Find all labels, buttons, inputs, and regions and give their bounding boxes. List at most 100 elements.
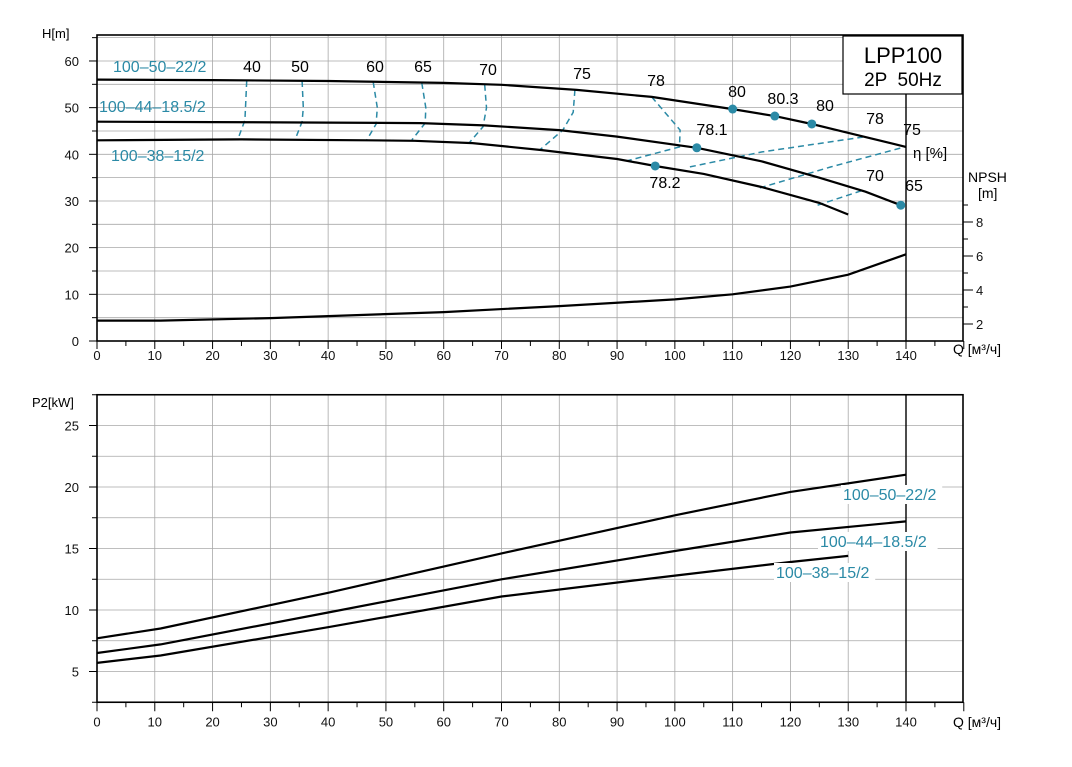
npsh-tick-label: 2	[976, 317, 983, 332]
x-tick-label: 100	[664, 348, 686, 363]
series-label: 100–50–22/2	[113, 59, 207, 76]
eta-axis-label: η [%]	[913, 145, 947, 162]
x-tick-label: 90	[610, 348, 624, 363]
x-tick-label: 0	[93, 348, 100, 363]
x-tick-label: 50	[379, 348, 393, 363]
chart-title: LPP100	[864, 43, 942, 68]
series-label-bg	[841, 485, 943, 504]
y-tick-label: 25	[65, 419, 79, 434]
efficiency-line-78	[626, 96, 681, 162]
x-tick-label: 80	[552, 348, 566, 363]
efficiency-point	[692, 143, 702, 153]
npsh-tick-label: 8	[976, 215, 983, 230]
npsh-curve	[97, 253, 907, 322]
efficiency-label: 75	[903, 122, 921, 139]
title-box: LPP100 2P 50Hz	[842, 35, 963, 95]
x-tick-label: 0	[93, 714, 100, 729]
x-tick-label: 30	[263, 714, 277, 729]
power-curve	[96, 554, 849, 664]
efficiency-label: 78	[647, 73, 665, 90]
efficiency-line-70	[469, 84, 488, 143]
x-axis-label-top: Q [м³/ч]	[953, 341, 1001, 357]
y-tick-label: 15	[65, 542, 79, 557]
x-tick-label: 130	[837, 714, 859, 729]
npsh-axis-unit: [m]	[978, 185, 997, 201]
efficiency-label: 50	[291, 59, 309, 76]
x-tick-label: 110	[722, 714, 743, 729]
npsh-tick-label: 4	[976, 283, 983, 298]
y-tick-label: 5	[72, 665, 79, 680]
efficiency-label: 40	[243, 59, 261, 76]
x-tick-label: 10	[148, 348, 162, 363]
efficiency-label: 65	[414, 59, 432, 76]
y-tick-label: 10	[65, 287, 79, 302]
x-tick-label: 50	[379, 714, 393, 729]
efficiency-point	[650, 161, 660, 171]
head-curve	[96, 78, 907, 148]
series-label: 100–50–22/2	[843, 487, 937, 504]
efficiency-label: 60	[366, 59, 384, 76]
x-tick-label: 120	[780, 714, 802, 729]
npsh-axis-label: NPSH	[968, 169, 1007, 185]
efficiency-point-label: 80.3	[767, 91, 798, 108]
efficiency-point	[770, 111, 780, 121]
y-axis-label-power: P2[kW]	[32, 395, 74, 410]
series-label: 100–44–18.5/2	[99, 99, 206, 116]
x-tick-label: 20	[205, 714, 219, 729]
x-tick-label: 60	[436, 714, 450, 729]
efficiency-point-label: 80	[816, 98, 834, 115]
y-tick-label: 50	[65, 101, 79, 116]
series-label-bg	[818, 532, 938, 551]
x-tick-label: 30	[263, 348, 277, 363]
series-label: 100–38–15/2	[111, 148, 205, 165]
power-curve	[96, 473, 907, 640]
x-tick-label: 90	[610, 714, 624, 729]
efficiency-line-50	[294, 80, 305, 140]
efficiency-label: 75	[573, 66, 591, 83]
head-curve	[96, 138, 849, 216]
x-tick-label: 80	[552, 714, 566, 729]
power-curve	[96, 520, 907, 655]
efficiency-point-label: 78.2	[649, 175, 680, 192]
series-label: 100–38–15/2	[776, 565, 870, 582]
x-tick-label: 10	[148, 714, 162, 729]
efficiency-point	[807, 119, 817, 129]
x-tick-label: 40	[321, 714, 335, 729]
y-tick-label: 20	[65, 241, 79, 256]
efficiency-line-70	[817, 189, 863, 206]
efficiency-label: 78	[866, 111, 884, 128]
npsh-tick-label: 6	[976, 249, 983, 264]
y-tick-label: 10	[65, 603, 79, 618]
x-tick-label: 60	[436, 348, 450, 363]
y-tick-label: 40	[65, 147, 79, 162]
head-chart: 0 10 20 30 40 50 60 70 80 90 100 110 120 130 140 0 10 20 3…	[65, 34, 983, 363]
efficiency-line-75	[539, 89, 576, 151]
x-tick-label: 70	[494, 348, 508, 363]
efficiency-point-label: 78.1	[696, 122, 727, 139]
efficiency-point-label: 65	[905, 178, 923, 195]
x-axis-label-bottom: Q [м³/ч]	[953, 714, 1001, 730]
x-tick-label: 70	[494, 714, 508, 729]
chart-subtitle: 2P 50Hz	[864, 70, 942, 91]
x-tick-label: 120	[780, 348, 802, 363]
efficiency-label: 70	[479, 62, 497, 79]
y-axis-label-head: H[m]	[42, 26, 69, 41]
y-tick-label: 20	[65, 480, 79, 495]
efficiency-line-40	[237, 80, 248, 140]
x-tick-label: 140	[895, 714, 917, 729]
head-curve	[96, 120, 902, 207]
series-label: 100–44–18.5/2	[820, 534, 927, 551]
x-tick-label: 100	[664, 714, 686, 729]
efficiency-line-78	[689, 136, 863, 168]
series-label-bg	[774, 563, 876, 582]
efficiency-line-65	[411, 82, 427, 141]
y-tick-label: 0	[72, 334, 79, 349]
efficiency-label: 70	[866, 168, 884, 185]
efficiency-point	[896, 200, 906, 210]
efficiency-point-label: 80	[728, 84, 746, 101]
efficiency-point	[728, 104, 738, 114]
efficiency-line-60	[366, 81, 379, 141]
x-tick-label: 130	[837, 348, 859, 363]
x-tick-label: 40	[321, 348, 335, 363]
